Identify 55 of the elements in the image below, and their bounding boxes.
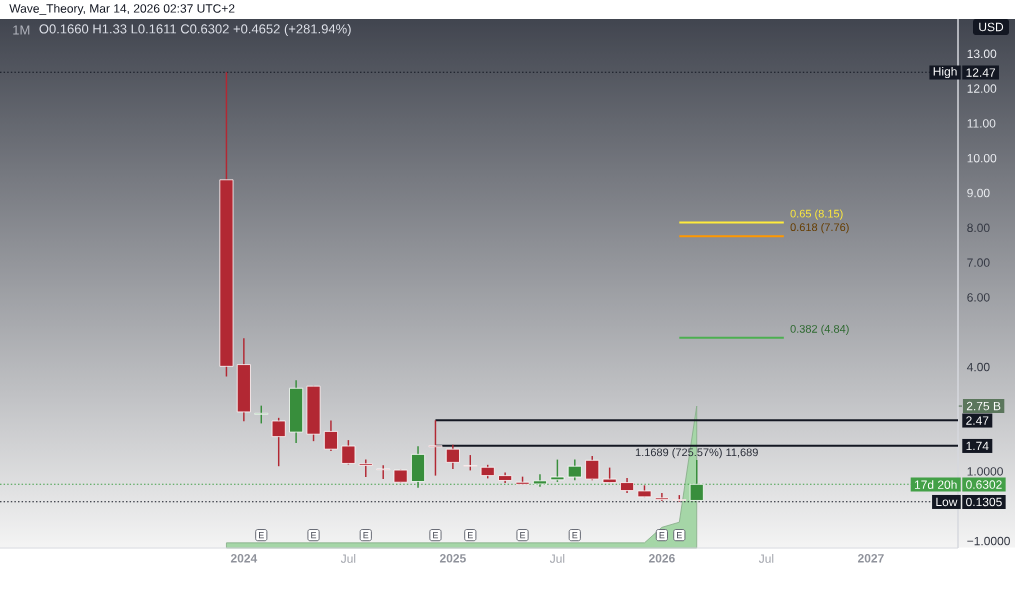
- x-tick-label: Jul: [758, 554, 774, 563]
- y-tick-label: 0.1305: [966, 497, 1002, 507]
- ref-line-label: High: [933, 66, 957, 79]
- annotation: E: [259, 532, 264, 539]
- candlestick: [376, 464, 391, 480]
- data-label: 1.74: [966, 441, 989, 451]
- x-tick-label: 2027: [857, 554, 884, 563]
- annotation: E: [433, 532, 439, 539]
- ref-line-label: Low: [936, 497, 958, 507]
- chart-subtitle: O0.1660 H1.33 L0.1611 C0.6302 +0.4652 (+281.94%): [39, 23, 351, 37]
- x-tick-label: Jul: [340, 554, 356, 563]
- y-tick-label: 1.0000: [967, 467, 1003, 476]
- y-tick-label: −1.0000: [967, 536, 1010, 546]
- y2-tick-label: 2.75 B: [966, 401, 1001, 411]
- candlestick: [358, 458, 373, 478]
- annotation: E: [363, 532, 369, 539]
- series-label: 0.65 (8.15): [790, 209, 843, 220]
- series-label: 0.382 (4.84): [790, 324, 849, 335]
- annotation: E: [572, 532, 578, 539]
- annotation: E: [468, 532, 473, 539]
- annotation: E: [677, 532, 682, 539]
- candlestick: [323, 419, 338, 452]
- x-tick-label: 2024: [230, 554, 258, 563]
- candlestick: [567, 458, 582, 481]
- text: Wave_Theory, Mar 14, 2026 02:37 UTC+2: [9, 3, 235, 16]
- y-tick-label: 0.6302: [966, 480, 1002, 489]
- candlestick: [428, 419, 443, 477]
- series-label: 0.618 (7.76): [790, 223, 849, 234]
- y-tick-label: 6.00: [967, 293, 990, 302]
- x-tick-label: 2026: [648, 554, 675, 563]
- y-tick-label: 7.00: [967, 258, 990, 267]
- y-tick-label: 11.00: [967, 119, 996, 128]
- candlestick: [341, 439, 356, 466]
- candlestick: [550, 458, 565, 483]
- annotation: 1.1689 (725.57%) 11,689: [635, 448, 758, 459]
- y-tick-label: 13.00: [967, 49, 997, 59]
- x-tick-label: 2025: [439, 554, 466, 563]
- ref-line-label: 17d 20h: [914, 480, 957, 489]
- y-tick-label: 10.00: [967, 153, 997, 163]
- annotation: E: [659, 532, 665, 539]
- annotation: E: [520, 532, 526, 539]
- y-tick-label: 8.00: [967, 223, 990, 233]
- y-tick-label: 12.47: [966, 68, 996, 77]
- y-tick-label: 4.00: [966, 362, 990, 372]
- y-axis-title: USD: [979, 22, 1004, 32]
- y-tick-label: 9.00: [967, 188, 990, 198]
- candlestick: [585, 455, 600, 481]
- x-tick-label: Jul: [549, 554, 565, 563]
- y-tick-label: 12.00: [967, 84, 997, 93]
- chart-title: 1M: [13, 25, 30, 35]
- data-label: 2.47: [966, 416, 989, 425]
- candlestick: [271, 417, 286, 467]
- candlestick: [689, 459, 704, 502]
- candlestick: [445, 443, 460, 470]
- annotation: E: [311, 532, 317, 539]
